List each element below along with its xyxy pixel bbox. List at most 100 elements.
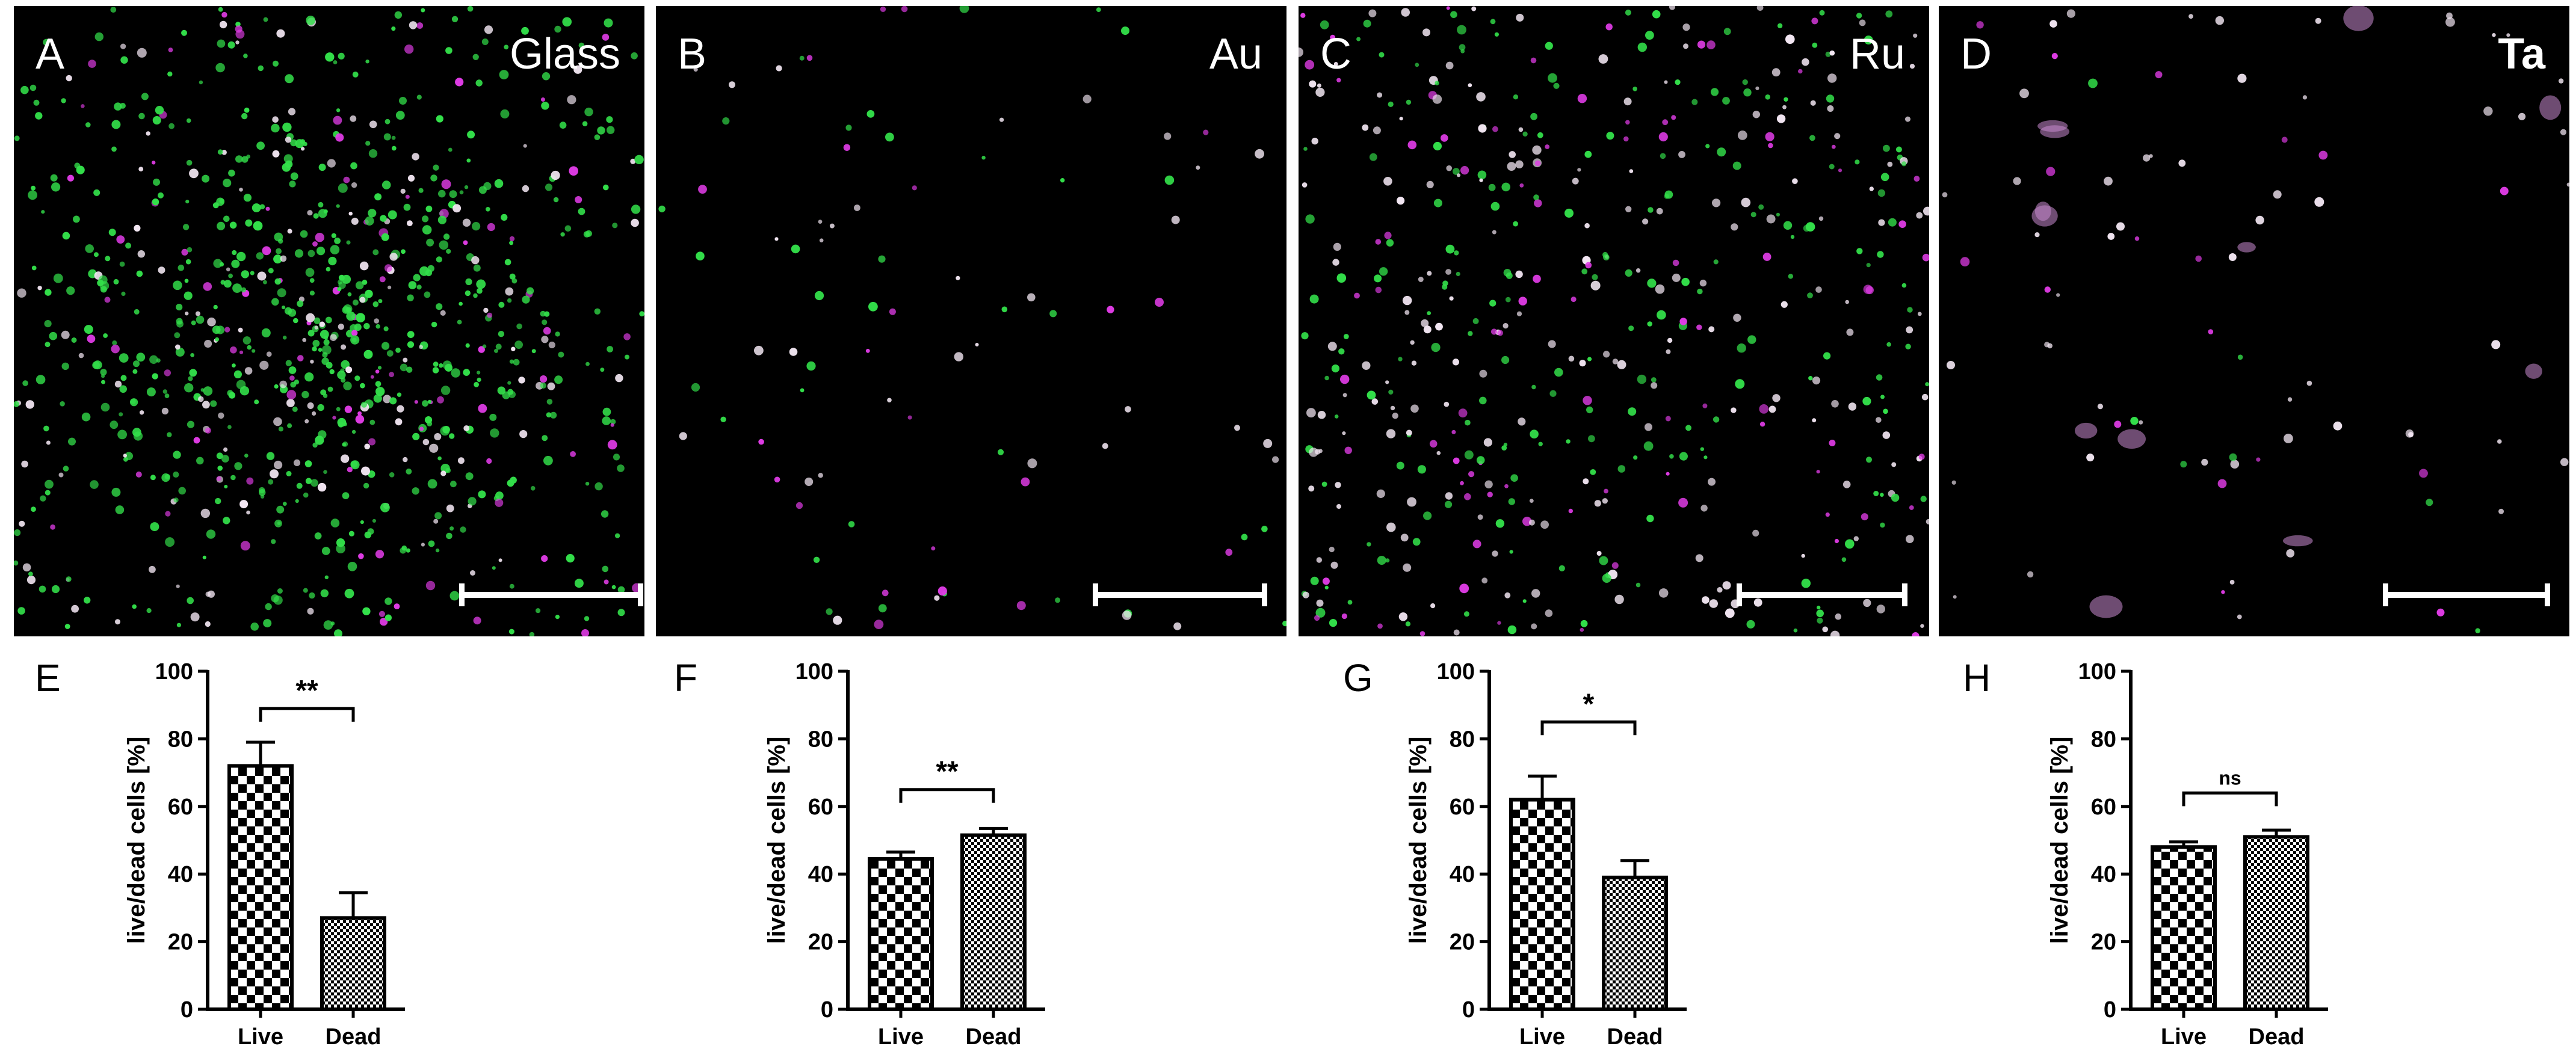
cell-dot [1790,235,1795,239]
cell-dot [1818,216,1824,221]
cell-dot [36,375,46,384]
cell-dot [285,360,292,366]
cell-dot [1532,145,1542,155]
cell-dot [473,264,481,272]
cell-dot [2088,78,2098,88]
x-tick-label: Live [1519,1024,1565,1050]
cell-dot [553,197,559,203]
cell-dot [361,401,367,408]
cell-dot [1522,131,1528,137]
cell-dot [341,360,350,369]
cell-dot [1487,491,1493,497]
cell-dot [1421,319,1429,327]
cell-dot [223,447,228,452]
cell-dot [67,174,74,182]
cell-dot [1895,146,1902,153]
cell-dot [234,462,242,470]
cell-dot [51,585,60,594]
cell-dot [1906,326,1913,334]
cell-dot [196,457,204,465]
cell-dot [494,179,504,188]
cell-dot [1625,269,1632,277]
cell-dot [111,487,121,497]
cell-dot [81,104,85,108]
cell-dot [119,261,125,267]
cell-dot [610,419,616,425]
cell-dot [14,529,21,537]
cell-dot [2445,17,2455,27]
cell-dot [1398,612,1408,621]
cell-dot [268,479,274,485]
cell-dot [1825,51,1831,57]
cell-dot [1817,605,1821,610]
cell-dot [132,369,138,374]
cell-dot [343,381,352,390]
cell-dot [217,149,223,155]
cell-dot [1658,132,1668,142]
x-tick-label: Dead [2249,1024,2305,1050]
cell-dot [252,349,256,353]
cell-dot [1827,73,1837,83]
cell-dot [1453,168,1460,175]
cell-dot [266,351,272,357]
cell-dot [555,331,560,337]
cell-dot [84,325,93,334]
cell-dot [1722,581,1731,590]
cell-dot [216,452,223,460]
cell-dot [1478,124,1487,133]
cell-dot [1330,561,1338,569]
cell-dot [2237,614,2242,620]
cell-dot [207,317,216,327]
cell-dot [241,270,249,278]
cell-dot [1672,273,1681,282]
cell-dot [1913,176,1920,182]
cell-dot [1261,526,1268,532]
cell-dot [29,84,37,91]
cell-dot [173,471,179,478]
cell-dot [304,419,309,423]
cell-dot [1263,438,1273,448]
cell-cluster [2283,535,2313,547]
cell-dot [351,330,358,336]
cell-dot [776,65,782,72]
cell-dot [1882,431,1891,439]
cell-dot [347,562,357,571]
cell-dot [1016,601,1026,611]
cell-dot [1375,286,1382,294]
cell-dot [1540,520,1549,529]
cell-dot [1027,458,1037,469]
cell-dot [184,278,189,283]
cell-dot [346,330,354,337]
cell-dot [318,201,324,208]
cell-dot [136,270,143,277]
cell-dot [1096,7,1101,12]
cell-dot [424,291,431,298]
cell-dot [304,372,314,382]
panel-letter: B [678,30,707,78]
cell-dot [2107,233,2115,240]
cell-dot [1427,271,1432,276]
cell-dot [359,261,369,271]
cell-dot [1812,418,1817,423]
cell-dot [1831,144,1836,149]
cell-dot [440,310,446,316]
cell-dot [1869,186,1874,191]
cell-dot [381,342,390,350]
cell-dot [1450,11,1457,18]
cell-dot [500,109,510,118]
cell-dot [119,353,129,363]
cell-dot [634,155,644,164]
cell-dot [407,294,414,301]
cell-dot [331,233,336,238]
cell-dot [266,452,275,460]
cell-dot [247,345,252,350]
cell-dot [2097,404,2103,410]
cell-dot [1762,253,1771,261]
cell-dot [2560,458,2569,466]
cell-dot [1554,368,1563,377]
cell-dot [457,319,462,325]
cell-dot [1845,539,1855,549]
cell-dot [1793,628,1798,633]
cell-dot [1419,631,1425,636]
bar-live [1509,798,1575,1011]
